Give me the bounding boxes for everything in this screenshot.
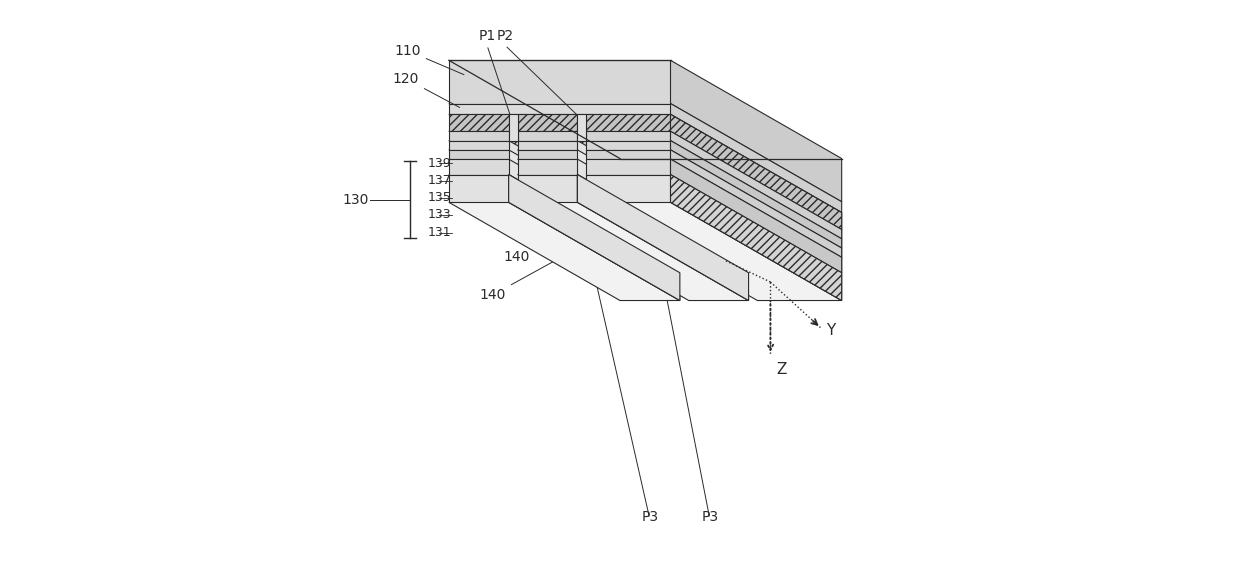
Text: 137: 137	[428, 174, 451, 187]
Polygon shape	[517, 150, 749, 248]
Polygon shape	[449, 202, 680, 301]
Text: X: X	[712, 239, 723, 254]
Polygon shape	[587, 174, 842, 273]
Polygon shape	[587, 131, 671, 140]
Polygon shape	[517, 159, 749, 257]
Polygon shape	[587, 202, 842, 301]
Polygon shape	[578, 174, 749, 301]
Text: 140: 140	[480, 229, 613, 302]
Text: P2: P2	[496, 29, 513, 43]
Text: 130: 130	[342, 192, 368, 206]
Polygon shape	[449, 159, 680, 257]
Polygon shape	[587, 131, 842, 230]
Text: P3: P3	[641, 510, 658, 525]
Text: P3: P3	[702, 510, 718, 525]
Polygon shape	[449, 174, 680, 273]
Polygon shape	[508, 174, 680, 301]
Polygon shape	[449, 159, 508, 174]
Polygon shape	[449, 104, 842, 202]
Polygon shape	[587, 150, 842, 248]
Text: P1: P1	[479, 29, 496, 43]
Polygon shape	[587, 159, 671, 174]
Polygon shape	[671, 159, 842, 273]
Polygon shape	[578, 114, 587, 140]
Polygon shape	[587, 159, 842, 257]
Polygon shape	[671, 104, 842, 213]
Polygon shape	[587, 150, 671, 159]
Polygon shape	[449, 60, 671, 104]
Polygon shape	[517, 150, 578, 159]
Text: Z: Z	[776, 362, 786, 377]
Polygon shape	[671, 60, 842, 202]
Text: 131: 131	[428, 226, 451, 239]
Polygon shape	[517, 140, 749, 239]
Text: Y: Y	[827, 323, 836, 338]
Text: 110: 110	[394, 43, 464, 74]
Polygon shape	[671, 114, 842, 230]
Polygon shape	[671, 150, 842, 257]
Polygon shape	[587, 140, 671, 150]
Polygon shape	[517, 202, 749, 301]
Polygon shape	[671, 159, 842, 273]
Polygon shape	[671, 140, 842, 248]
Polygon shape	[449, 174, 508, 202]
Polygon shape	[449, 131, 508, 140]
Polygon shape	[517, 174, 749, 273]
Text: 133: 133	[428, 208, 451, 221]
Polygon shape	[587, 140, 842, 239]
Polygon shape	[449, 150, 508, 159]
Polygon shape	[671, 140, 842, 248]
Text: 139: 139	[428, 157, 451, 170]
Polygon shape	[449, 140, 508, 150]
Polygon shape	[517, 131, 749, 230]
Polygon shape	[449, 140, 680, 239]
Polygon shape	[671, 174, 842, 301]
Text: 140: 140	[503, 230, 544, 264]
Text: 135: 135	[428, 191, 451, 204]
Polygon shape	[517, 159, 578, 174]
Polygon shape	[671, 131, 842, 239]
Polygon shape	[449, 150, 680, 248]
Polygon shape	[449, 114, 842, 213]
Polygon shape	[671, 114, 842, 230]
Polygon shape	[671, 150, 842, 257]
Polygon shape	[508, 174, 680, 301]
Polygon shape	[517, 114, 578, 131]
Polygon shape	[449, 114, 508, 131]
Polygon shape	[587, 114, 671, 131]
Polygon shape	[587, 174, 671, 202]
Polygon shape	[517, 140, 578, 150]
Polygon shape	[671, 131, 842, 239]
Polygon shape	[578, 174, 749, 301]
Text: 120: 120	[393, 72, 460, 108]
Polygon shape	[517, 174, 578, 202]
Polygon shape	[449, 131, 680, 230]
Polygon shape	[517, 131, 578, 140]
Polygon shape	[508, 114, 517, 140]
Polygon shape	[449, 104, 671, 114]
Polygon shape	[671, 174, 842, 301]
